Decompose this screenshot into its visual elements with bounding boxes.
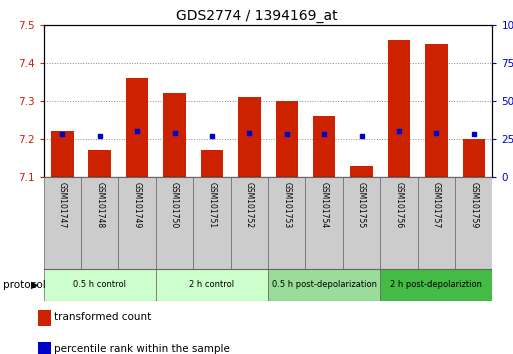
Text: protocol: protocol <box>3 280 45 290</box>
Point <box>283 132 291 137</box>
Text: GSM101756: GSM101756 <box>394 182 403 228</box>
Bar <box>388 40 410 177</box>
Bar <box>238 97 261 177</box>
Bar <box>81 177 119 269</box>
Text: GSM101751: GSM101751 <box>207 182 216 228</box>
Point <box>432 130 441 136</box>
Bar <box>51 131 73 177</box>
Point <box>95 133 104 139</box>
Bar <box>268 269 380 301</box>
Bar <box>44 269 156 301</box>
Text: GSM101748: GSM101748 <box>95 182 104 228</box>
Bar <box>88 150 111 177</box>
Bar <box>156 177 193 269</box>
Point <box>208 133 216 139</box>
Bar <box>425 44 447 177</box>
Bar <box>343 177 380 269</box>
Bar <box>380 177 418 269</box>
Bar <box>163 93 186 177</box>
Bar <box>201 150 223 177</box>
Text: GSM101759: GSM101759 <box>469 182 478 228</box>
Point <box>245 130 253 136</box>
Text: GSM101753: GSM101753 <box>282 182 291 228</box>
Point <box>170 130 179 136</box>
Text: GSM101754: GSM101754 <box>320 182 329 228</box>
Text: GSM101755: GSM101755 <box>357 182 366 228</box>
Point <box>470 132 478 137</box>
Text: percentile rank within the sample: percentile rank within the sample <box>54 344 230 354</box>
Bar <box>231 177 268 269</box>
Bar <box>193 177 231 269</box>
Bar <box>418 177 455 269</box>
Bar <box>350 166 373 177</box>
Text: GSM101750: GSM101750 <box>170 182 179 228</box>
Text: 0.5 h control: 0.5 h control <box>73 280 126 290</box>
Text: GDS2774 / 1394169_at: GDS2774 / 1394169_at <box>175 9 338 23</box>
Bar <box>305 177 343 269</box>
Text: 2 h control: 2 h control <box>189 280 234 290</box>
Bar <box>156 269 268 301</box>
Point <box>395 129 403 134</box>
Text: GSM101752: GSM101752 <box>245 182 254 228</box>
Point <box>320 132 328 137</box>
Bar <box>268 177 305 269</box>
Point <box>133 129 141 134</box>
Text: ▶: ▶ <box>31 280 38 290</box>
Bar <box>463 139 485 177</box>
Point <box>358 133 366 139</box>
Text: transformed count: transformed count <box>54 312 151 322</box>
Bar <box>44 177 81 269</box>
Text: 2 h post-depolariztion: 2 h post-depolariztion <box>390 280 482 290</box>
Bar <box>119 177 156 269</box>
Bar <box>313 116 336 177</box>
Bar <box>455 177 492 269</box>
Bar <box>380 269 492 301</box>
Bar <box>275 101 298 177</box>
Bar <box>126 78 148 177</box>
Text: GSM101757: GSM101757 <box>432 182 441 228</box>
Point <box>58 132 66 137</box>
Text: GSM101747: GSM101747 <box>58 182 67 228</box>
Text: GSM101749: GSM101749 <box>133 182 142 228</box>
Text: 0.5 h post-depolarization: 0.5 h post-depolarization <box>272 280 377 290</box>
